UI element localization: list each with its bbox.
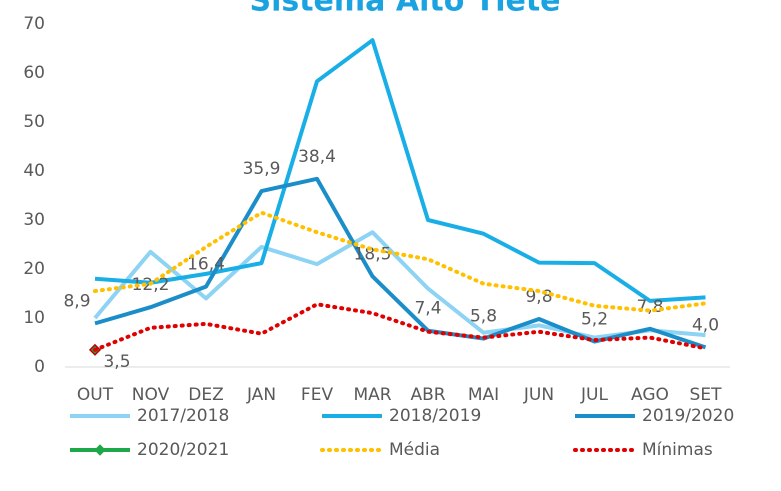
y-tick-label: 40 [23, 161, 45, 181]
series-line [93, 230, 706, 340]
data-label: 18,5 [354, 244, 392, 264]
y-tick-label: 20 [23, 259, 45, 279]
y-tick-label: 60 [23, 63, 45, 83]
chart-title: Sistema Alto Tietê [249, 0, 560, 19]
legend-marker [94, 444, 106, 456]
x-tick-label: AGO [631, 385, 669, 405]
x-tick-label: FEV [301, 385, 334, 405]
data-label: 5,8 [470, 307, 497, 327]
data-label: 7,8 [636, 297, 663, 317]
x-tick-label: JUN [523, 385, 554, 405]
x-tick-label: MAR [353, 385, 391, 405]
x-tick-label: ABR [410, 385, 445, 405]
legend-label: Mínimas [642, 440, 713, 460]
y-tick-label: 50 [23, 112, 45, 132]
x-tick-label: DEZ [188, 385, 223, 405]
y-tick-label: 70 [23, 14, 45, 34]
y-tick-label: 30 [23, 210, 45, 230]
data-label: 16,4 [187, 255, 225, 275]
x-tick-label: OUT [77, 385, 114, 405]
legend-label: 2020/2021 [137, 440, 229, 460]
series-line [94, 38, 706, 303]
series-line [93, 302, 708, 352]
data-label: 7,4 [414, 299, 441, 319]
data-label: 4,0 [692, 315, 719, 335]
legend-label: Média [389, 440, 440, 460]
x-tick-label: JUL [580, 385, 608, 405]
legend-label: 2019/2020 [642, 406, 734, 426]
legend-label: 2018/2019 [389, 406, 481, 426]
legend-label: 2017/2018 [137, 406, 229, 426]
x-tick-label: SET [690, 385, 723, 405]
data-label: 3,5 [103, 352, 130, 372]
y-tick-label: 0 [34, 357, 45, 377]
data-label: 8,9 [63, 291, 90, 311]
y-tick-label: 10 [23, 308, 45, 328]
series-line [93, 210, 708, 313]
x-tick-label: MAI [468, 385, 499, 405]
x-tick-label: JAN [246, 385, 276, 405]
data-label: 35,9 [243, 159, 281, 179]
data-label: 5,2 [581, 310, 608, 330]
data-label: 38,4 [298, 147, 336, 167]
x-tick-label: NOV [132, 385, 170, 405]
